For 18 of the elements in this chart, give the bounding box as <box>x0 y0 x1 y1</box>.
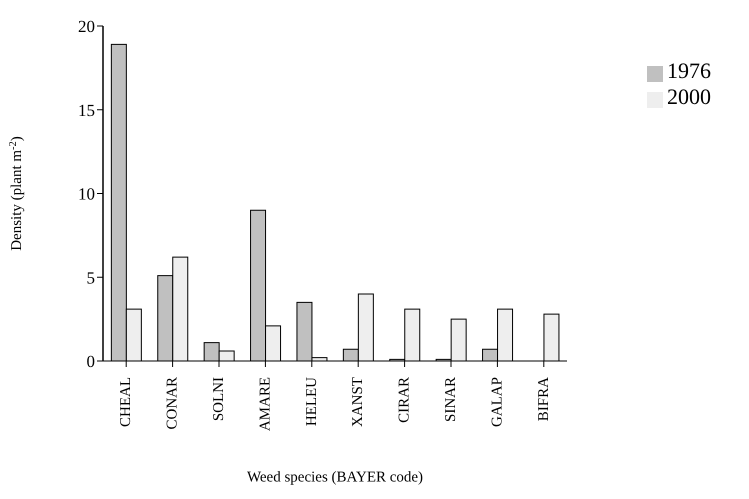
x-tick-label: XANST <box>350 377 366 428</box>
y-tick-label: 5 <box>86 268 95 288</box>
legend-label: 1976 <box>667 58 711 83</box>
legend-label: 2000 <box>667 84 711 109</box>
y-tick-label: 20 <box>78 17 95 36</box>
y-tick-label: 15 <box>78 100 95 120</box>
x-tick-label: HELEU <box>304 376 320 426</box>
x-tick-label: SOLNI <box>211 377 227 422</box>
x-tick-label: CONAR <box>164 377 181 430</box>
x-axis-title: Weed species (BAYER code) <box>246 470 424 486</box>
x-tick-label: CIRAR <box>396 377 413 423</box>
x-tick-label: CHEAL <box>118 377 134 427</box>
y-tick-label: 10 <box>78 184 95 204</box>
x-tick-label: AMARE <box>257 377 274 432</box>
x-tick-label: BIFRA <box>536 376 552 422</box>
x-tick-label: GALAP <box>489 377 506 428</box>
y-tick-label: 0 <box>86 352 95 372</box>
x-tick-label: SINAR <box>443 377 459 422</box>
